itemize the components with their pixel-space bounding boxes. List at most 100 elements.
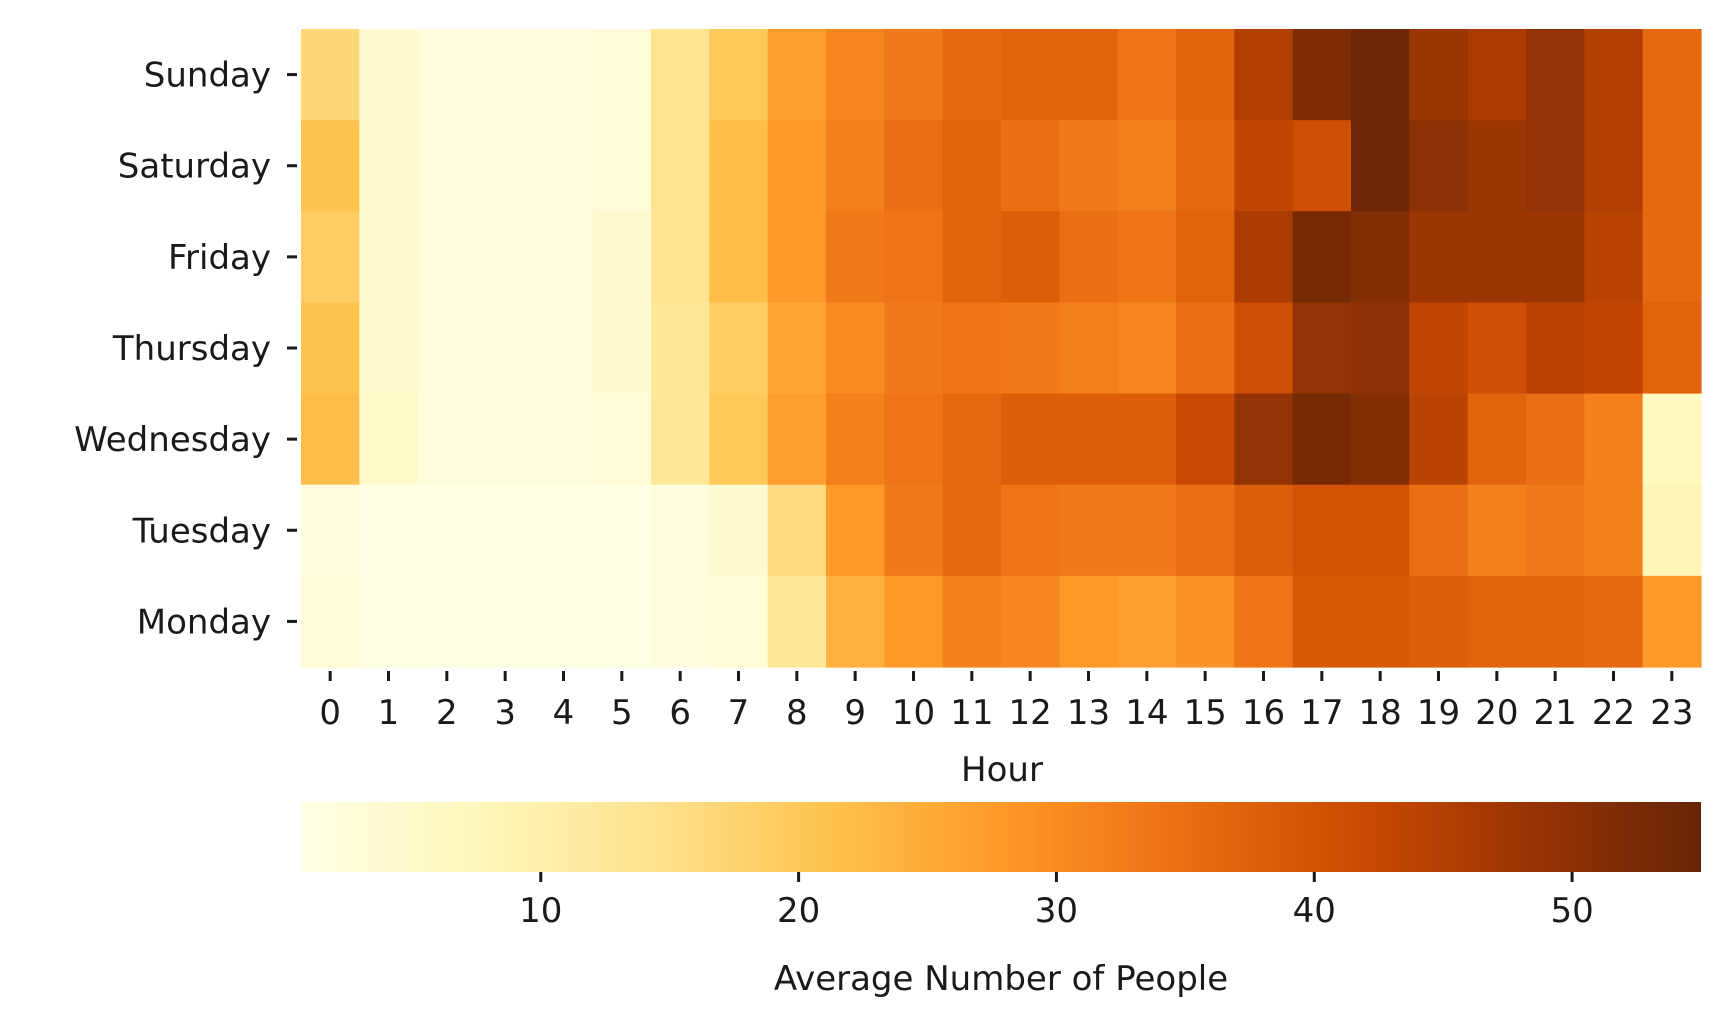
- heatmap-cell-sunday-8: [767, 29, 827, 121]
- heatmap-cell-friday-11: [942, 211, 1002, 304]
- heatmap-cell-thursday-19: [1409, 302, 1469, 395]
- heatmap-cell-tuesday-2: [417, 484, 477, 577]
- colorbar-ticks: 10 20 30 40 50: [519, 872, 1594, 931]
- heatmap-cell-friday-8: [767, 211, 827, 304]
- heatmap-cell-thursday-5: [592, 302, 652, 395]
- heatmap-cell-thursday-6: [651, 302, 710, 395]
- heatmap-cell-wednesday-20: [1467, 393, 1527, 486]
- heatmap-cell-friday-3: [476, 211, 535, 304]
- x-tick-label-9: 9: [844, 693, 866, 733]
- y-tick-label-monday: Monday: [137, 602, 271, 642]
- heatmap-cell-tuesday-20: [1467, 484, 1527, 577]
- heatmap-cell-tuesday-12: [1001, 484, 1060, 577]
- heatmap-cell-friday-22: [1584, 211, 1644, 304]
- heatmap-cell-sunday-16: [1234, 29, 1294, 121]
- heatmap-cell-sunday-6: [651, 29, 710, 121]
- heatmap-cell-wednesday-11: [942, 393, 1002, 486]
- heatmap-cell-saturday-18: [1351, 120, 1410, 212]
- heatmap-cell-saturday-5: [592, 120, 652, 212]
- x-tick-label-6: 6: [669, 693, 691, 733]
- heatmap-cell-saturday-4: [534, 120, 594, 212]
- x-tick-label-8: 8: [786, 693, 808, 733]
- heatmap-cell-wednesday-4: [534, 393, 594, 486]
- heatmap-cell-sunday-5: [592, 29, 652, 121]
- heatmap-cell-tuesday-11: [942, 484, 1002, 577]
- heatmap-cell-tuesday-8: [767, 484, 827, 577]
- heatmap-cell-tuesday-18: [1351, 484, 1410, 577]
- heatmap-cell-wednesday-2: [417, 393, 477, 486]
- heatmap-cell-saturday-15: [1176, 120, 1235, 212]
- y-tick-label-thursday: Thursday: [112, 329, 271, 369]
- x-tick-label-23: 23: [1650, 693, 1693, 733]
- heatmap-cell-monday-3: [476, 575, 535, 668]
- heatmap-cell-monday-9: [826, 575, 885, 668]
- heatmap-cell-sunday-4: [534, 29, 594, 121]
- heatmap-cell-tuesday-7: [709, 484, 769, 577]
- heatmap-cell-friday-4: [534, 211, 594, 304]
- y-tick-label-sunday: Sunday: [144, 56, 271, 96]
- heatmap-cell-friday-15: [1176, 211, 1235, 304]
- heatmap-cell-thursday-13: [1059, 302, 1119, 395]
- heatmap-cell-thursday-22: [1584, 302, 1644, 395]
- heatmap-cell-monday-22: [1584, 575, 1644, 668]
- heatmap-cell-sunday-20: [1467, 29, 1527, 121]
- y-tick-label-wednesday: Wednesday: [74, 420, 271, 460]
- heatmap-cell-thursday-17: [1292, 302, 1352, 395]
- heatmap-cell-tuesday-9: [826, 484, 885, 577]
- x-tick-label-7: 7: [728, 693, 750, 733]
- heatmap-cell-tuesday-14: [1117, 484, 1177, 577]
- x-tick-label-10: 10: [892, 693, 935, 733]
- x-tick-label-16: 16: [1242, 693, 1285, 733]
- heatmap-cell-friday-19: [1409, 211, 1469, 304]
- colorbar-tick-label-50: 50: [1550, 891, 1593, 931]
- heatmap-cell-tuesday-15: [1176, 484, 1235, 577]
- heatmap-cell-tuesday-10: [884, 484, 944, 577]
- heatmap-cell-monday-6: [651, 575, 710, 668]
- heatmap-cell-monday-18: [1351, 575, 1410, 668]
- heatmap-cell-monday-23: [1642, 575, 1702, 668]
- heatmap-cell-saturday-21: [1526, 120, 1585, 212]
- heatmap-cell-saturday-13: [1059, 120, 1119, 212]
- heatmap-cell-friday-10: [884, 211, 944, 304]
- heatmap-cell-monday-19: [1409, 575, 1469, 668]
- heatmap-cell-monday-11: [942, 575, 1002, 668]
- heatmap-cell-tuesday-23: [1642, 484, 1702, 577]
- heatmap-cell-monday-12: [1001, 575, 1060, 668]
- heatmap-cell-friday-14: [1117, 211, 1177, 304]
- heatmap-cell-thursday-20: [1467, 302, 1527, 395]
- heatmap-cell-tuesday-16: [1234, 484, 1294, 577]
- heatmap-cell-monday-0: [301, 575, 360, 668]
- heatmap-cell-wednesday-13: [1059, 393, 1119, 486]
- y-tick-label-friday: Friday: [168, 238, 271, 278]
- heatmap-cell-monday-20: [1467, 575, 1527, 668]
- colorbar-gradient: [301, 802, 1701, 872]
- heatmap-cell-sunday-0: [301, 29, 360, 121]
- heatmap-cell-thursday-21: [1526, 302, 1585, 395]
- x-tick-label-12: 12: [1009, 693, 1052, 733]
- heatmap-cell-sunday-1: [359, 29, 419, 121]
- heatmap-cell-saturday-20: [1467, 120, 1527, 212]
- x-tick-label-15: 15: [1184, 693, 1227, 733]
- x-axis: 0 1 2 3 4 5 6 7 8 9 10 11 12 13 14 15 16 17 18 19 20 21 22 23: [319, 671, 1693, 733]
- heatmap-cell-wednesday-10: [884, 393, 944, 486]
- heatmap-cell-tuesday-3: [476, 484, 535, 577]
- heatmap-cell-saturday-10: [884, 120, 944, 212]
- x-tick-label-0: 0: [319, 693, 341, 733]
- heatmap-cell-tuesday-21: [1526, 484, 1585, 577]
- colorbar-tick-label-20: 20: [777, 891, 820, 931]
- heatmap-cell-saturday-12: [1001, 120, 1060, 212]
- heatmap-cell-wednesday-0: [301, 393, 360, 486]
- y-axis: Sunday Saturday Friday Thursday Wednesday Tue…: [74, 56, 297, 642]
- heatmap-cell-sunday-14: [1117, 29, 1177, 121]
- heatmap-cell-friday-17: [1292, 211, 1352, 304]
- heatmap-cell-sunday-2: [417, 29, 477, 121]
- heatmap-cell-thursday-16: [1234, 302, 1294, 395]
- heatmap-cells: [301, 29, 1702, 668]
- colorbar-tick-label-30: 30: [1035, 891, 1078, 931]
- heatmap-cell-thursday-0: [301, 302, 360, 395]
- heatmap-cell-sunday-13: [1059, 29, 1119, 121]
- y-tick-label-tuesday: Tuesday: [132, 511, 271, 551]
- heatmap-cell-saturday-23: [1642, 120, 1702, 212]
- heatmap-cell-thursday-1: [359, 302, 419, 395]
- heatmap-cell-thursday-12: [1001, 302, 1060, 395]
